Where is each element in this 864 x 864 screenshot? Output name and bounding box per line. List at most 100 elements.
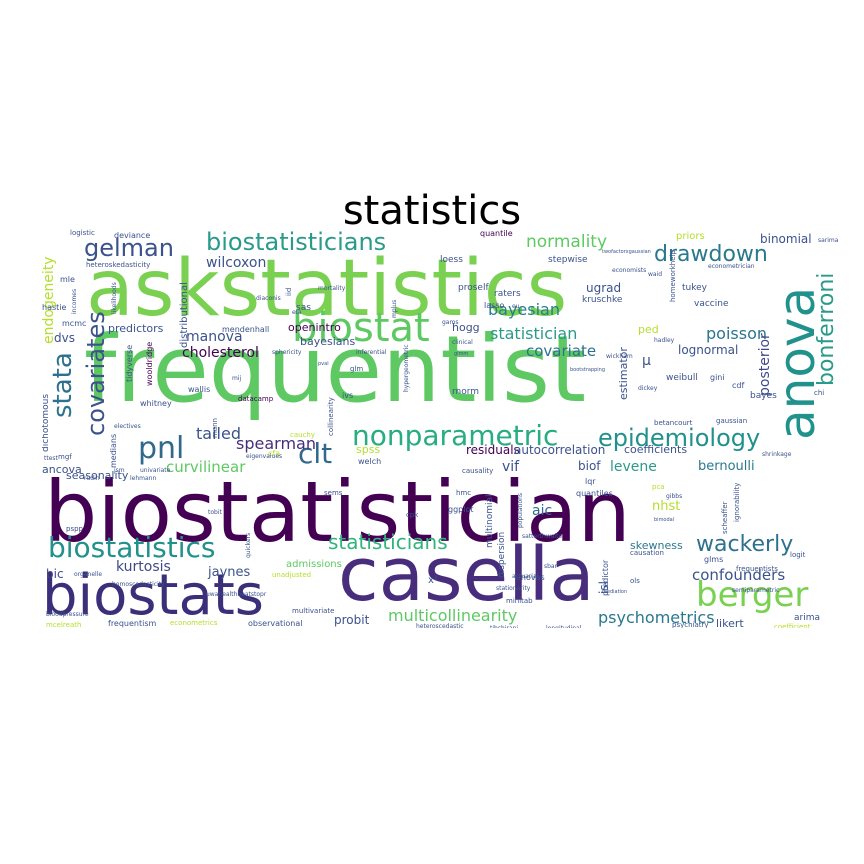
word-pca: pca [652,483,665,491]
word-coefficient: coefficient [774,623,811,629]
word-heteroscedastic: heteroscedastic [416,623,464,629]
word-wickham: wickham [606,353,633,360]
word-loess: loess [440,255,463,265]
word-dichotomous: dichotomous [42,393,51,452]
word-distributional: distributional [179,282,190,348]
word-coefficients: coefficients [624,443,688,456]
word-incomes: incomes [71,288,78,314]
word-pval: pval [318,361,329,367]
word-residuals: residuals [466,443,520,457]
word-bloodpressure: bloodpressure [46,611,89,618]
word-ignorability: ignorability [733,482,741,522]
word-vif: vif [502,459,520,475]
word-sarima: sarima [818,237,838,244]
word-kurtosis: kurtosis [116,559,171,575]
word-deviance: deviance [114,231,151,240]
word-mle: mle [60,275,75,284]
word-mgf: mgf [58,453,72,461]
word-eigenvalues: eigenvalues [246,453,283,460]
word-actuarial: actuarial [512,573,539,580]
chart-title: statistics [342,188,522,234]
word-tobit: tobit [208,509,222,516]
word-cpk: cpk [406,511,419,519]
word-collinearity: collinearity [327,397,335,436]
word-dvs: dvs [54,331,75,345]
word-bayes: bayes [750,391,777,401]
word-stepwise: stepwise [548,255,588,265]
word-raters: raters [494,289,521,299]
word-lqr: lqr [585,477,596,486]
word-biostatisticians: biostatisticians [206,228,387,256]
word-ancova: ancova [42,463,82,476]
word-homeworkhelp: homeworkhelp [669,250,677,302]
word-biostat: biostat [292,305,430,351]
word-likert: likert [716,617,744,628]
word-datacamp: datacamp [238,395,274,403]
word-covariate: covariate [526,342,597,360]
word-drawdown: drawdown [654,242,768,267]
word-tukey: tukey [682,283,707,293]
word-anovas: anovas [516,573,545,582]
word-gaussian: gaussian [716,417,748,425]
word-lehmann: lehmann [130,475,157,482]
word-populations: populations [517,492,524,528]
word-confounders: confounders [692,566,786,584]
word-ggplot: ggplot [448,505,474,514]
word-welch: welch [358,457,382,466]
word-medians: medians [109,433,118,468]
word-bimodal: bimodal [654,517,675,523]
word-lognormal: lognormal [678,343,739,357]
word-ttest: ttest [44,455,58,462]
word-proself: proself [458,283,489,293]
word-mplus: mplus [391,299,398,318]
word-wilcoxon: wilcoxon [206,255,267,271]
word-clt: clt [298,437,333,470]
word-spss: spss [356,443,381,456]
word-organelle: organelle [74,571,103,578]
word-tidyverse: tidyverse [125,344,134,382]
word-clinical: clinical [452,339,473,346]
word-eta: eta [292,309,302,316]
word-quickers: quickers [245,532,252,558]
word-skewness: skewness [630,539,683,552]
word-stata: stata [48,352,78,418]
word-manova: manova [186,329,243,345]
word-bayesians: bayesians [300,335,356,348]
word-gini: gini [710,373,725,382]
word-homoscedasticity: homoscedasticity [112,581,165,588]
word-curvilinear: curvilinear [166,458,246,476]
word-dispersion: dispersion [497,531,507,578]
word-mcelreath: mcelreath [46,621,82,629]
word-binomial: binomial [760,232,812,246]
word-multivariate: multivariate [292,607,335,615]
word-cfa: cfa [268,449,281,458]
word-rudin: rudin [84,475,100,482]
word-bootstrapping: bootstrapping [570,367,606,373]
word-likelihoods: likelihoods [111,282,118,314]
word-askstatistics: askstatistics [86,244,568,334]
word-multinomial: multinomial [485,494,495,549]
word-quantile: quantile [480,229,513,238]
word-jsm: jsm [114,467,125,474]
word-twofactorxgaussian: twofactorxgaussian [602,249,651,255]
word-casella: casella [338,532,595,618]
word-frequentists: frequentists [736,565,778,573]
word-posterior: posterior [757,333,773,396]
word-jaynes: jaynes [208,565,251,580]
word-cholesterol: cholesterol [182,345,259,361]
word-vaccine: vaccine [694,299,729,309]
word-mann: mann [211,418,219,438]
word-cdf: cdf [732,381,745,390]
word-econometrics: econometrics [170,619,218,627]
word-gibbs: gibbs [666,493,683,500]
word-levene: levene [610,459,657,475]
word-biof: biof [578,459,601,473]
word-logit: logit [790,551,806,559]
word-sas: sas [296,303,311,313]
word-xsq: x² [428,575,438,586]
word-waid: waid [648,271,663,278]
word-covariates: covariates [82,311,110,436]
word-quantiles: quantiles [576,489,613,498]
word-causation: causation [630,549,664,557]
word-pspp: pspp [66,525,83,533]
